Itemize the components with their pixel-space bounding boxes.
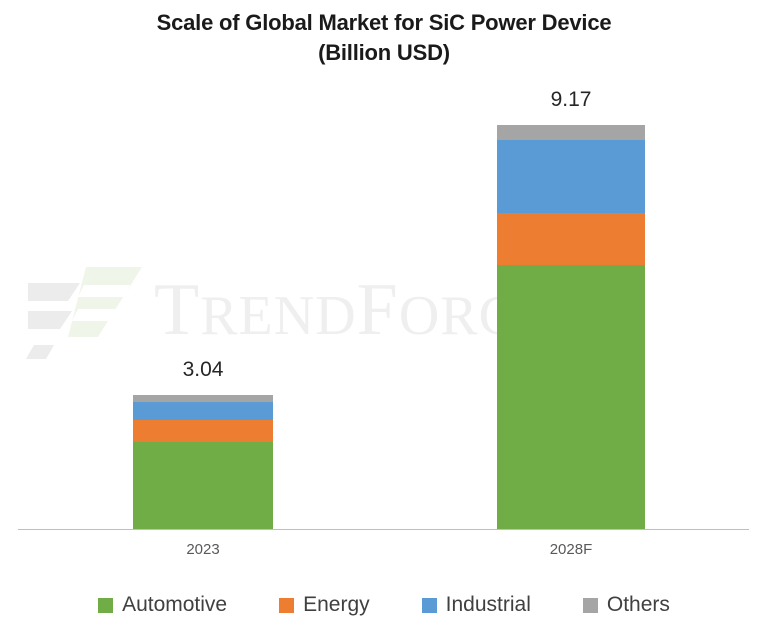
legend-label-industrial: Industrial: [445, 593, 531, 616]
legend-swatch-others-icon: [582, 597, 598, 613]
bar-2028f[interactable]: [497, 125, 645, 529]
bar-segment-industrial-2028f[interactable]: [497, 139, 645, 214]
legend-item-energy[interactable]: Energy: [279, 593, 370, 617]
bar-segment-automotive-2028f[interactable]: [497, 265, 645, 529]
bar-segment-energy-2023[interactable]: [133, 420, 273, 443]
legend-label-automotive: Automotive: [122, 593, 228, 616]
x-tick-label-2028f: 2028F: [549, 541, 593, 558]
legend-item-others[interactable]: Others: [582, 593, 670, 617]
legend-swatch-energy-icon: [279, 597, 295, 613]
bar-2023[interactable]: [133, 395, 273, 529]
bar-segment-energy-2028f[interactable]: [497, 213, 645, 266]
legend-label-energy: Energy: [303, 593, 370, 616]
legend-swatch-industrial-icon: [421, 597, 437, 613]
bar-total-label-2023: 3.04: [182, 358, 224, 382]
chart-title-line-2: (Billion USD): [318, 40, 450, 65]
bar-segment-others-2028f[interactable]: [497, 125, 645, 140]
legend-item-automotive[interactable]: Automotive: [98, 593, 227, 617]
x-axis-line: [18, 529, 749, 530]
chart-title-line-1: Scale of Global Market for SiC Power Dev…: [156, 10, 612, 35]
bar-segment-automotive-2023[interactable]: [133, 442, 273, 529]
chart-legend: Automotive Energy Industrial Others: [0, 588, 768, 622]
chart-title: Scale of Global Market for SiC Power Dev…: [0, 8, 768, 68]
bar-segment-industrial-2023[interactable]: [133, 402, 273, 421]
x-tick-label-2023: 2023: [186, 541, 220, 558]
legend-item-industrial[interactable]: Industrial: [421, 593, 531, 617]
legend-label-others: Others: [606, 593, 670, 616]
bar-total-label-2028f: 9.17: [550, 88, 592, 111]
legend-swatch-automotive-icon: [98, 597, 114, 613]
bar-segment-others-2023[interactable]: [133, 395, 273, 403]
